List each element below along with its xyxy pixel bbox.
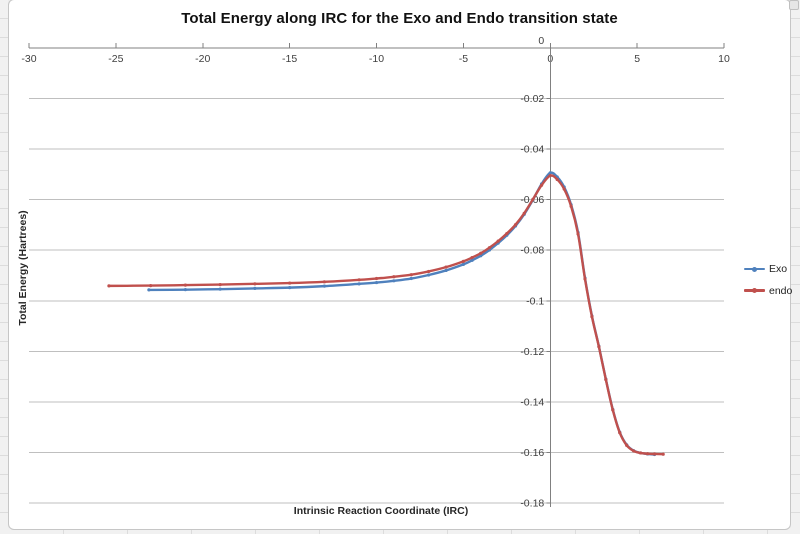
series-marker [639, 451, 643, 455]
series-marker [470, 258, 474, 262]
exo-series-line[interactable] [147, 171, 656, 456]
series-marker [479, 251, 483, 255]
series-marker [183, 288, 187, 292]
series-marker [322, 284, 326, 288]
legend-label: Exo [769, 263, 788, 275]
x-tick-label: -30 [21, 53, 36, 65]
series-marker [149, 284, 153, 288]
series-marker [548, 174, 552, 178]
series-marker [555, 177, 559, 182]
series-marker [470, 255, 474, 260]
series-marker [505, 231, 509, 236]
series-marker [357, 282, 361, 286]
series-marker [107, 284, 111, 288]
series-marker [590, 315, 594, 319]
series-marker [427, 273, 431, 277]
series-marker [548, 171, 552, 175]
chart-title[interactable]: Total Energy along IRC for the Exo and E… [181, 10, 618, 27]
endo-series-line[interactable] [107, 174, 665, 456]
series-marker [183, 283, 187, 287]
y-tick-label: -0.16 [520, 447, 544, 459]
endo-line-swatch [744, 288, 765, 294]
y-tick-label: -0.08 [520, 245, 544, 257]
series-marker [409, 276, 413, 281]
x-tick-label: -5 [459, 53, 468, 65]
y-tick-label: -0.14 [520, 396, 544, 408]
series-marker [604, 378, 608, 382]
series-marker [409, 273, 413, 277]
series-marker [374, 276, 379, 281]
y-axis-ticks: 0-0.02-0.04-0.06-0.08-0.1-0.12-0.14-0.16… [520, 35, 551, 510]
series-marker [539, 183, 544, 187]
series-marker [496, 239, 500, 243]
series-marker [461, 259, 465, 263]
chart-resize-handle[interactable] [789, 0, 799, 10]
series-marker [147, 288, 151, 292]
series-marker [392, 279, 396, 283]
legend-item-exo[interactable]: Exo [744, 264, 792, 275]
series-marker [611, 408, 615, 412]
y-tick-label: -0.1 [526, 295, 544, 307]
series-marker [218, 287, 222, 291]
series-marker [487, 246, 492, 250]
series-marker [288, 286, 292, 290]
spreadsheet-edge-right [791, 0, 800, 534]
series-marker [218, 283, 222, 287]
y-axis-title: Total Energy (Hartrees) [17, 210, 29, 326]
y-tick-label: -0.12 [520, 346, 544, 358]
series-marker [392, 275, 396, 279]
series-marker [444, 265, 448, 269]
x-tick-label: 5 [634, 53, 640, 65]
series-marker [652, 452, 657, 456]
x-tick-label: -15 [282, 53, 297, 65]
x-tick-label: -20 [195, 53, 210, 65]
y-tick-label: 0 [538, 35, 544, 47]
y-tick-label: -0.02 [520, 93, 544, 105]
y-tick-label: -0.04 [520, 144, 544, 156]
gridlines [29, 47, 724, 504]
series-marker [427, 269, 431, 274]
series-marker [618, 431, 622, 435]
spreadsheet-edge-left [0, 0, 8, 534]
series-marker [288, 281, 292, 285]
series-marker [583, 277, 587, 281]
series-marker [645, 452, 650, 456]
series-marker [597, 345, 601, 349]
series-marker [513, 223, 518, 227]
y-tick-label: -0.18 [520, 498, 544, 510]
exo-line-swatch [744, 266, 765, 272]
exo-series-markers [147, 171, 657, 457]
series-marker [522, 211, 526, 215]
series-marker [322, 280, 326, 284]
x-tick-label: -10 [369, 53, 384, 65]
series-marker [625, 443, 629, 447]
legend[interactable]: Exo endo [744, 264, 792, 296]
series-marker [531, 197, 535, 202]
x-tick-label: 10 [718, 53, 730, 65]
chart-object[interactable]: -30-25-20-15-10-505100-0.02-0.04-0.06-0.… [8, 0, 792, 530]
spreadsheet-edge-bottom [0, 528, 800, 534]
series-marker [661, 452, 665, 456]
series-marker [253, 282, 257, 286]
endo-series-markers [107, 174, 665, 456]
series-marker [461, 262, 465, 266]
series-marker [562, 187, 566, 191]
x-axis-ticks: -30-25-20-15-10-50510 [21, 43, 730, 65]
x-tick-label: -25 [108, 53, 123, 65]
legend-item-endo[interactable]: endo [744, 284, 793, 297]
plot-area: -30-25-20-15-10-505100-0.02-0.04-0.06-0.… [21, 35, 730, 510]
series-marker [374, 280, 379, 285]
series-marker [576, 232, 580, 236]
series-marker [357, 278, 361, 282]
x-axis-title: Intrinsic Reaction Coordinate (IRC) [293, 505, 469, 517]
series-marker [253, 286, 257, 290]
series-marker [569, 204, 573, 208]
legend-label: endo [769, 284, 793, 297]
series-marker [632, 449, 636, 453]
series-marker [444, 268, 448, 273]
